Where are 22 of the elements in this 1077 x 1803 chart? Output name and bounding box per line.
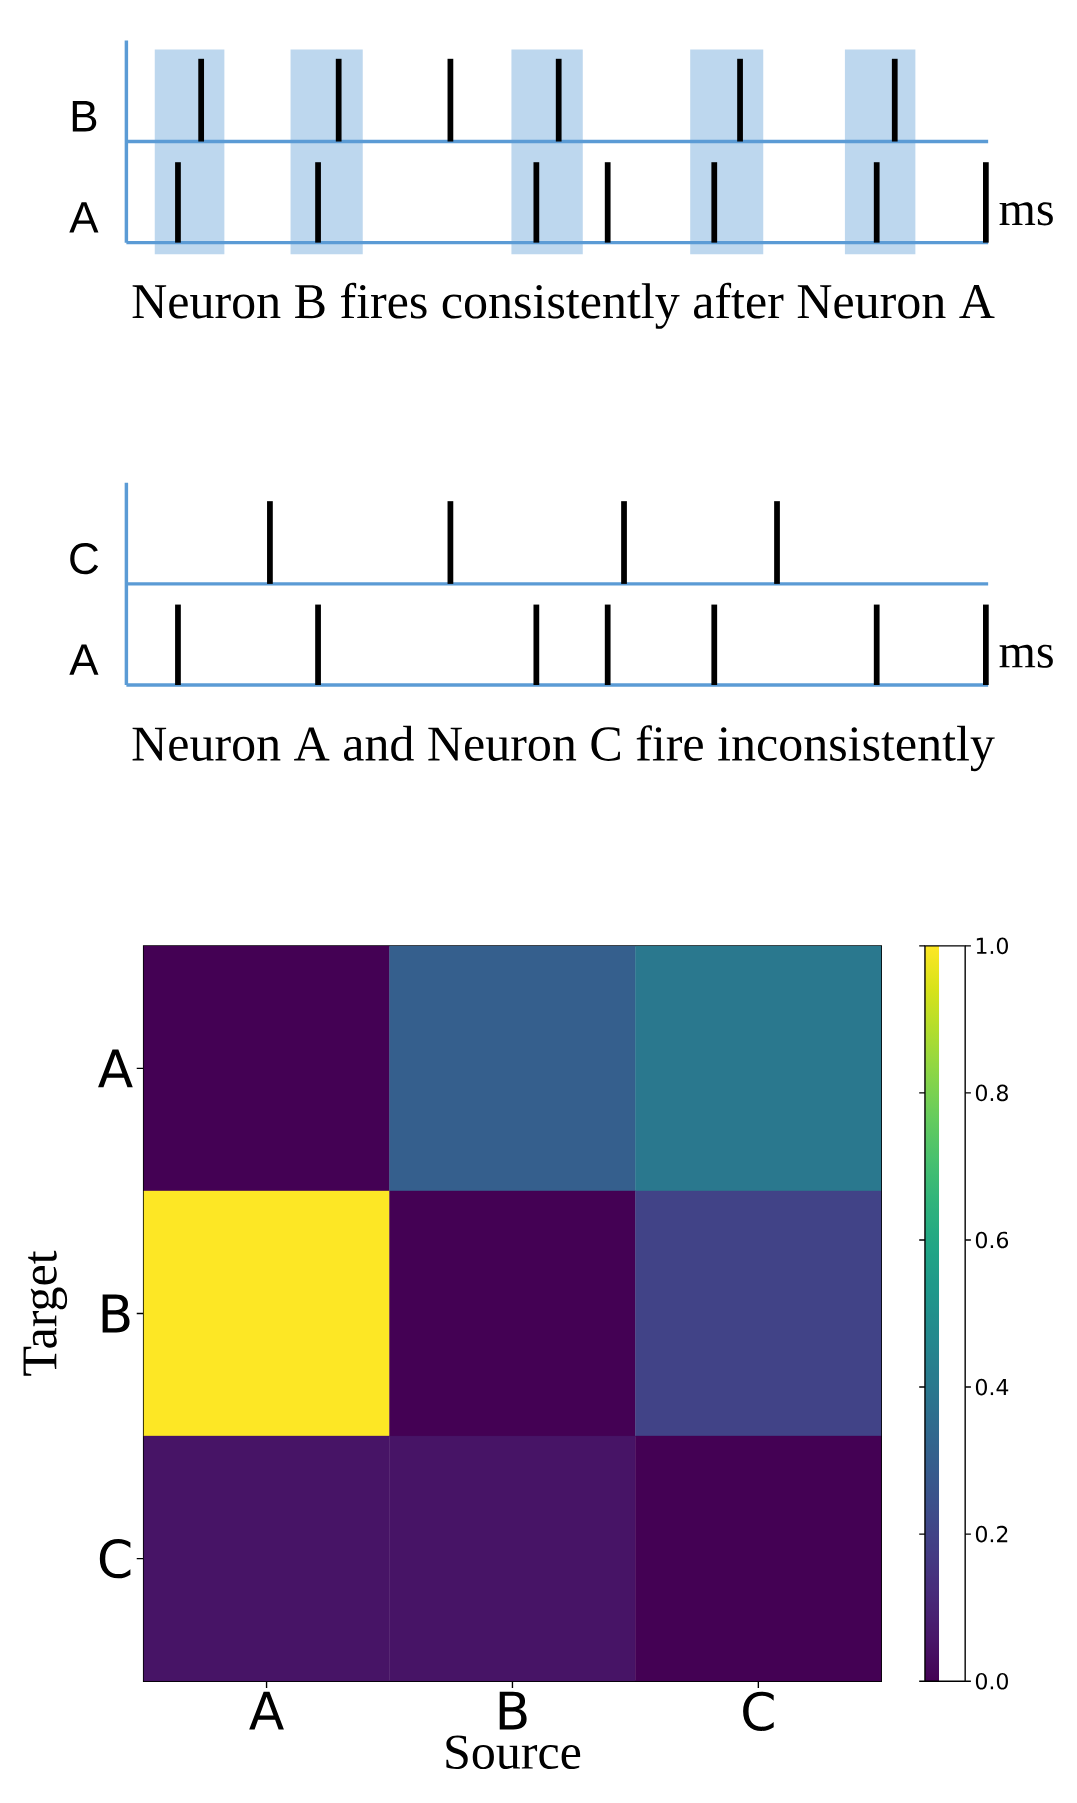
text: C: [70, 543, 99, 575]
y-tick-label: B: [102, 1294, 130, 1333]
color-bar-label: 0.0: [975, 1672, 1008, 1690]
y-axis-title: Target: [23, 1250, 68, 1376]
color-bar-label: 0.8: [975, 1084, 1008, 1102]
color-bar-label: 0.4: [975, 1378, 1009, 1396]
text: Neuron B fires consistently after Neuron A: [132, 282, 995, 329]
x-tick-label: C: [743, 1691, 774, 1731]
text: B: [72, 101, 97, 132]
text: ms: [999, 202, 1053, 226]
x-tick-label: B: [499, 1691, 527, 1730]
y-tick-label: A: [98, 1049, 133, 1088]
x-axis-title: Source: [446, 1735, 581, 1770]
text: A: [69, 202, 99, 233]
color-bar-label: 0.6: [975, 1231, 1009, 1249]
y-tick-label: C: [99, 1538, 131, 1579]
color-bar-label: 0.2: [975, 1525, 1008, 1543]
text: A: [69, 644, 99, 675]
color-bar-label: 1.0: [976, 937, 1008, 955]
x-tick-label: A: [249, 1691, 284, 1730]
text: Neuron A and Neuron C fire inconsistently: [132, 725, 995, 772]
text: ms: [999, 644, 1053, 668]
